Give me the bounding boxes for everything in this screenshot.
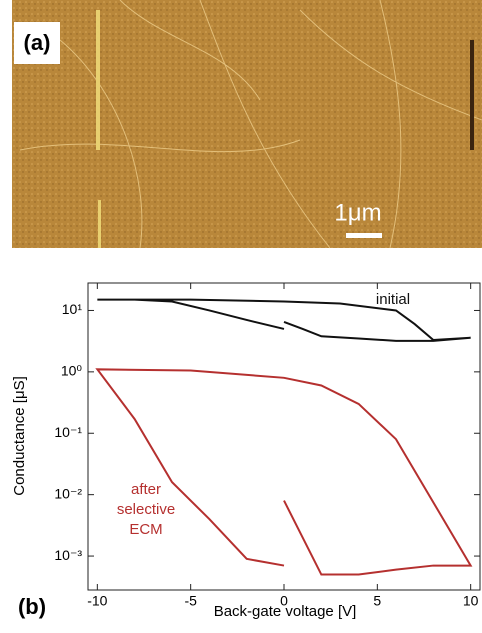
series-label: ECM (129, 521, 162, 538)
y-tick-label: 10⁻² (54, 485, 82, 501)
data-line (95, 368, 473, 576)
data-line (97, 298, 471, 342)
series-label: after (131, 481, 161, 498)
x-tick-label: -10 (87, 593, 107, 609)
x-tick-label: 0 (280, 593, 288, 609)
y-tick-label: 10⁻³ (54, 547, 82, 563)
panel-label: (a) (24, 30, 51, 55)
y-axis-label: Conductance [μS] (11, 376, 28, 496)
x-tick-label: -5 (184, 593, 197, 609)
afm-image: (a) 1μm (12, 0, 482, 249)
chart: (b) Back-gate voltage [V] Conductance [μ… (11, 282, 481, 620)
y-tick-label: 10⁻¹ (54, 424, 82, 440)
scale-bar (346, 233, 382, 238)
y-tick-label: 10⁰ (61, 363, 83, 379)
x-tick-label: 5 (373, 593, 381, 609)
series-label: initial (376, 291, 410, 308)
series-label: selective (117, 501, 175, 518)
y-tick-label: 10¹ (62, 301, 83, 317)
x-axis-label: Back-gate voltage [V] (214, 603, 357, 620)
x-tick-label: 10 (463, 593, 479, 609)
panel-label: (b) (18, 594, 46, 619)
scale-bar-label: 1μm (334, 199, 381, 226)
